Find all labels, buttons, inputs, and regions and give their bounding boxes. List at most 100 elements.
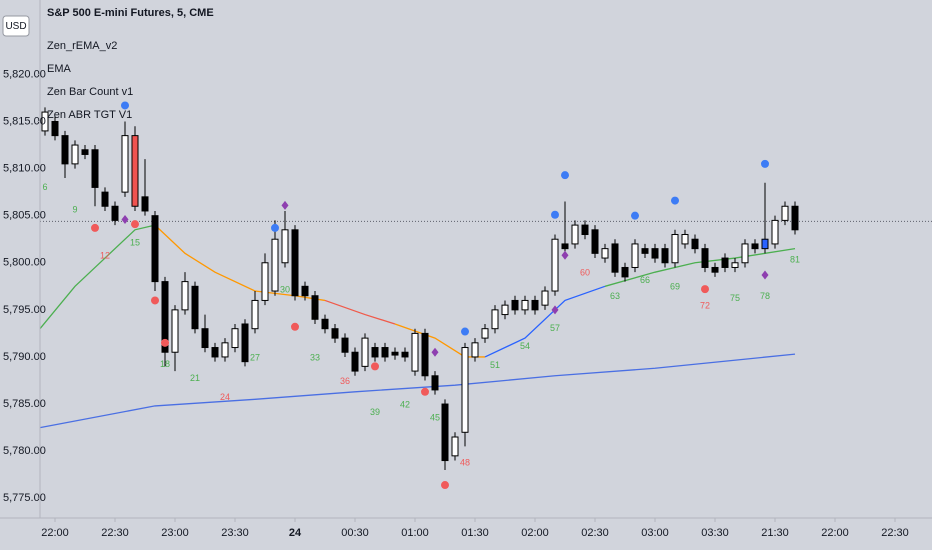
candle-body (541, 290, 549, 306)
signal-dot (561, 171, 569, 180)
bar-count-label: 66 (640, 275, 650, 285)
x-tick-label: 03:00 (641, 527, 669, 539)
candle-body (101, 191, 109, 207)
signal-diamond (551, 305, 559, 315)
signal-dot (461, 327, 469, 336)
indicator-line (604, 247, 796, 287)
bar-count-label: 57 (550, 323, 560, 333)
candle-body (711, 266, 719, 273)
candle-body (491, 309, 499, 330)
bar-count-label: 30 (280, 284, 290, 294)
candle-body (551, 238, 559, 292)
candle-body (281, 229, 289, 264)
signal-dot (291, 322, 299, 331)
signal-dot (701, 285, 709, 294)
candle-body (661, 248, 669, 264)
currency-label[interactable]: USD (5, 21, 26, 32)
bar-count-label: 33 (310, 352, 320, 362)
indicator-line (39, 224, 156, 330)
candle-body (681, 234, 689, 245)
y-tick-label: 5,790.00 (3, 351, 46, 363)
bar-count-label: 63 (610, 291, 620, 301)
candle-body (301, 285, 309, 297)
signal-diamond (121, 214, 129, 224)
candle-body (501, 304, 509, 316)
x-tick-label: 01:30 (461, 527, 489, 539)
candle-body (141, 196, 149, 212)
candle-body (641, 248, 649, 254)
y-tick-label: 5,815.00 (3, 115, 46, 127)
bar-count-label: 6 (42, 182, 47, 192)
signal-dot (161, 338, 169, 347)
signal-dot (671, 196, 679, 205)
bar-count-label: 54 (520, 341, 530, 351)
x-tick-label: 23:00 (161, 527, 189, 539)
signal-dot (271, 223, 279, 232)
candle-body (181, 281, 189, 311)
candle-body (311, 295, 319, 320)
bar-count-label: 81 (790, 254, 800, 264)
candle-body (221, 342, 229, 358)
bar-count-label: 42 (400, 399, 410, 409)
candle-body (251, 299, 259, 330)
bar-count-label: 51 (490, 360, 500, 370)
bar-count-label: 24 (220, 392, 230, 402)
bar-count-label: 27 (250, 352, 260, 362)
candle-body (561, 243, 569, 250)
y-tick-label: 5,820.00 (3, 68, 46, 80)
candle-body (651, 248, 659, 259)
candle-body (741, 243, 749, 264)
bar-count-label: 60 (580, 268, 590, 278)
candle-body (161, 281, 169, 353)
candle-body (121, 135, 129, 193)
signal-dot (371, 362, 379, 371)
candle-body (671, 234, 679, 264)
candle-body (621, 266, 629, 278)
candle-body (701, 248, 709, 268)
plot-area: 6912151821242730333639424548515457606366… (39, 101, 932, 490)
candle-body (71, 144, 79, 165)
indicator-label: Zen_rEMA_v2 (47, 40, 117, 52)
bar-count-label: 18 (160, 359, 170, 369)
currency-button[interactable] (2, 15, 30, 37)
candle-body (451, 436, 459, 457)
y-tick-label: 5,810.00 (3, 162, 46, 174)
candle-body (421, 332, 429, 377)
bar-count-label: 39 (370, 407, 380, 417)
candle-body (611, 243, 619, 273)
candle-body (781, 205, 789, 221)
candle-body (151, 215, 159, 283)
candle-body (91, 149, 99, 188)
candle-body (691, 238, 699, 250)
candle-body (631, 243, 639, 268)
signal-dot (551, 210, 559, 219)
candle-body (61, 135, 69, 165)
x-tick-label: 21:30 (761, 527, 789, 539)
signal-dot (91, 223, 99, 232)
x-tick-label: 22:30 (881, 527, 909, 539)
signal-diamond (431, 347, 439, 357)
candle-body (771, 219, 779, 245)
x-tick-label: 03:30 (701, 527, 729, 539)
candle-body (721, 257, 729, 268)
x-tick-label: 22:30 (101, 527, 129, 539)
bar-count-label: 12 (100, 251, 110, 261)
signal-dot (131, 220, 139, 229)
bar-count-label: 75 (730, 293, 740, 303)
candle-body (51, 120, 59, 137)
candle-body (601, 248, 609, 259)
candle-body (731, 262, 739, 268)
x-tick-label: 02:00 (521, 527, 549, 539)
indicator-line (154, 224, 326, 302)
y-tick-label: 5,775.00 (3, 492, 46, 504)
candle-body (411, 332, 419, 372)
candle-body (111, 205, 119, 221)
x-tick-label: 23:30 (221, 527, 249, 539)
signal-diamond (761, 270, 769, 280)
candle-body (371, 347, 379, 358)
candle-body (321, 318, 329, 330)
candle-body (581, 224, 589, 236)
bar-count-label: 9 (72, 204, 77, 214)
candle-body (131, 135, 139, 207)
y-tick-label: 5,785.00 (3, 398, 46, 410)
